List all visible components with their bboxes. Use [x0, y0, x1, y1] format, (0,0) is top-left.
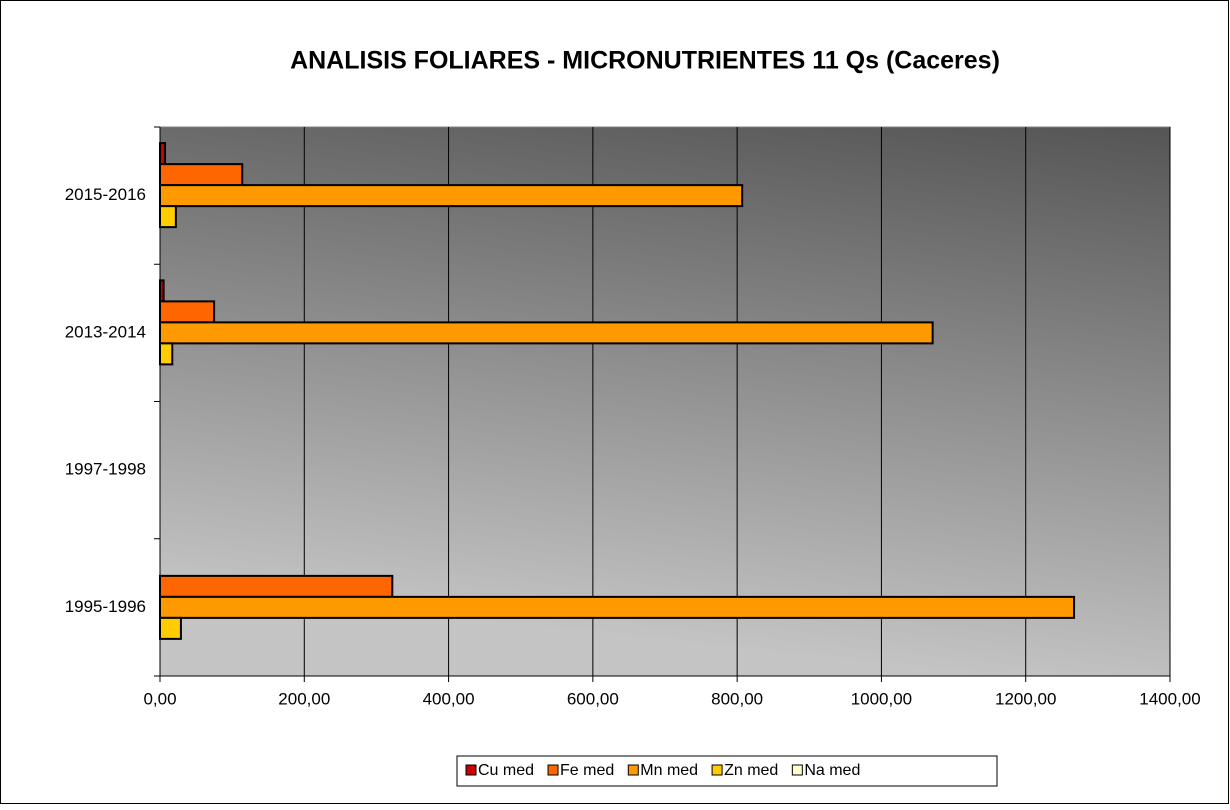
- y-tick-label: 1995-1996: [65, 597, 146, 616]
- bar: [159, 205, 177, 229]
- x-tick-label: 0,00: [143, 689, 176, 708]
- legend-swatch: [711, 764, 723, 776]
- bar: [159, 163, 244, 187]
- legend-label: Fe med: [560, 762, 614, 779]
- chart-title: ANALISIS FOLIARES - MICRONUTRIENTES 11 Q…: [290, 47, 1000, 75]
- y-tick-label: 2015-2016: [65, 185, 146, 204]
- x-tick-label: 1400,00: [1139, 689, 1200, 708]
- legend-label: Zn med: [724, 762, 778, 779]
- x-tick-label: 400,00: [423, 689, 475, 708]
- x-tick-label: 600,00: [567, 689, 619, 708]
- legend-label: Mn med: [640, 762, 698, 779]
- bar: [159, 321, 934, 345]
- bar: [159, 279, 165, 303]
- y-tick-label: 2013-2014: [65, 322, 146, 341]
- legend-swatch: [547, 764, 559, 776]
- bar: [159, 574, 394, 598]
- bar: [159, 300, 216, 324]
- bar: [159, 595, 1076, 619]
- bar: [159, 142, 167, 166]
- legend-swatch: [465, 764, 477, 776]
- x-tick-label: 200,00: [278, 689, 330, 708]
- y-tick-label: 1997-1998: [65, 460, 146, 479]
- x-tick-label: 1200,00: [995, 689, 1056, 708]
- legend-swatch: [791, 764, 803, 776]
- bar: [159, 184, 744, 208]
- legend-swatch: [627, 764, 639, 776]
- legend-label: Na med: [804, 762, 860, 779]
- bar: [159, 342, 174, 366]
- legend-label: Cu med: [478, 762, 534, 779]
- bar: [159, 616, 182, 640]
- x-tick-label: 800,00: [711, 689, 763, 708]
- x-tick-label: 1000,00: [851, 689, 912, 708]
- legend-box: [456, 755, 998, 787]
